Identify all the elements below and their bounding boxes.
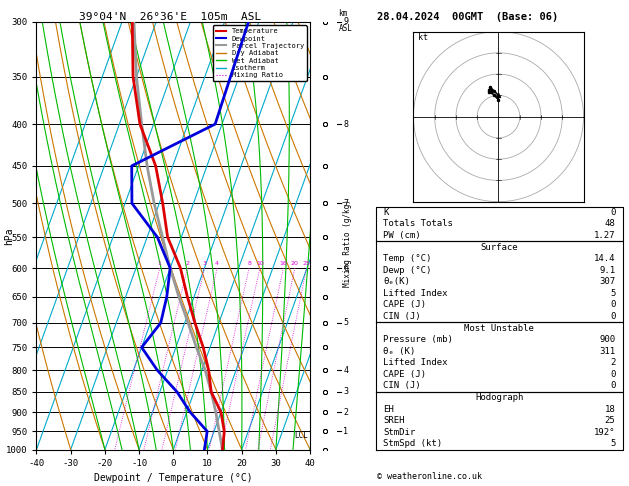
Text: EH: EH [383,404,394,414]
Text: Pressure (mb): Pressure (mb) [383,335,453,344]
Text: 0: 0 [610,312,615,321]
Text: CIN (J): CIN (J) [383,382,421,390]
Text: Surface: Surface [481,243,518,252]
Text: 4: 4 [343,366,348,375]
Text: CAPE (J): CAPE (J) [383,300,426,310]
Text: 4: 4 [215,261,219,266]
Text: 16: 16 [279,261,287,266]
Text: SREH: SREH [383,416,404,425]
Text: 1.27: 1.27 [594,231,615,240]
Text: hPa: hPa [4,227,14,244]
Text: kt: kt [418,33,428,42]
Text: Totals Totals: Totals Totals [383,219,453,228]
Text: 28.04.2024  00GMT  (Base: 06): 28.04.2024 00GMT (Base: 06) [377,12,559,22]
Text: 192°: 192° [594,428,615,437]
Text: 307: 307 [599,278,615,286]
Text: θₑ (K): θₑ (K) [383,347,415,356]
Text: 2: 2 [610,358,615,367]
Text: 0: 0 [610,300,615,310]
Text: 1: 1 [343,427,348,436]
Text: PW (cm): PW (cm) [383,231,421,240]
Text: K: K [383,208,388,217]
Text: 2: 2 [186,261,189,266]
Text: km: km [338,9,348,17]
Text: Temp (°C): Temp (°C) [383,254,431,263]
Text: 0: 0 [610,208,615,217]
X-axis label: Dewpoint / Temperature (°C): Dewpoint / Temperature (°C) [94,473,253,483]
Text: 9.1: 9.1 [599,266,615,275]
Text: 14.4: 14.4 [594,254,615,263]
Text: 3: 3 [343,387,348,396]
Text: CAPE (J): CAPE (J) [383,370,426,379]
Text: Lifted Index: Lifted Index [383,289,447,298]
Text: 39°04'N  26°36'E  105m  ASL: 39°04'N 26°36'E 105m ASL [79,12,261,22]
Text: 0: 0 [610,370,615,379]
Text: 2: 2 [343,408,348,417]
Text: Mixing Ratio (g/kg): Mixing Ratio (g/kg) [343,199,352,287]
Text: © weatheronline.co.uk: © weatheronline.co.uk [377,472,482,481]
Text: CIN (J): CIN (J) [383,312,421,321]
Text: 9: 9 [343,17,348,26]
Text: 20: 20 [291,261,299,266]
Text: 18: 18 [604,404,615,414]
Text: 0: 0 [610,382,615,390]
Text: 311: 311 [599,347,615,356]
Text: 3: 3 [203,261,206,266]
Text: Dewp (°C): Dewp (°C) [383,266,431,275]
Text: Most Unstable: Most Unstable [464,324,534,332]
Text: StmSpd (kt): StmSpd (kt) [383,439,442,448]
Text: 5: 5 [610,439,615,448]
Text: StmDir: StmDir [383,428,415,437]
Text: Lifted Index: Lifted Index [383,358,447,367]
Text: Hodograph: Hodograph [475,393,523,402]
Text: LCL: LCL [294,431,308,439]
Text: 900: 900 [599,335,615,344]
Text: 5: 5 [343,318,348,328]
Text: ASL: ASL [338,23,352,33]
Text: 25: 25 [303,261,311,266]
Text: 5: 5 [610,289,615,298]
Text: 25: 25 [604,416,615,425]
Text: 1: 1 [158,261,162,266]
Text: 8: 8 [343,120,348,129]
Text: 48: 48 [604,219,615,228]
Text: 7: 7 [343,199,348,208]
Legend: Temperature, Dewpoint, Parcel Trajectory, Dry Adiabat, Wet Adiabat, Isotherm, Mi: Temperature, Dewpoint, Parcel Trajectory… [213,25,306,81]
Text: 6: 6 [343,263,348,273]
Text: θₑ(K): θₑ(K) [383,278,410,286]
Text: 8: 8 [247,261,251,266]
Text: 10: 10 [256,261,264,266]
